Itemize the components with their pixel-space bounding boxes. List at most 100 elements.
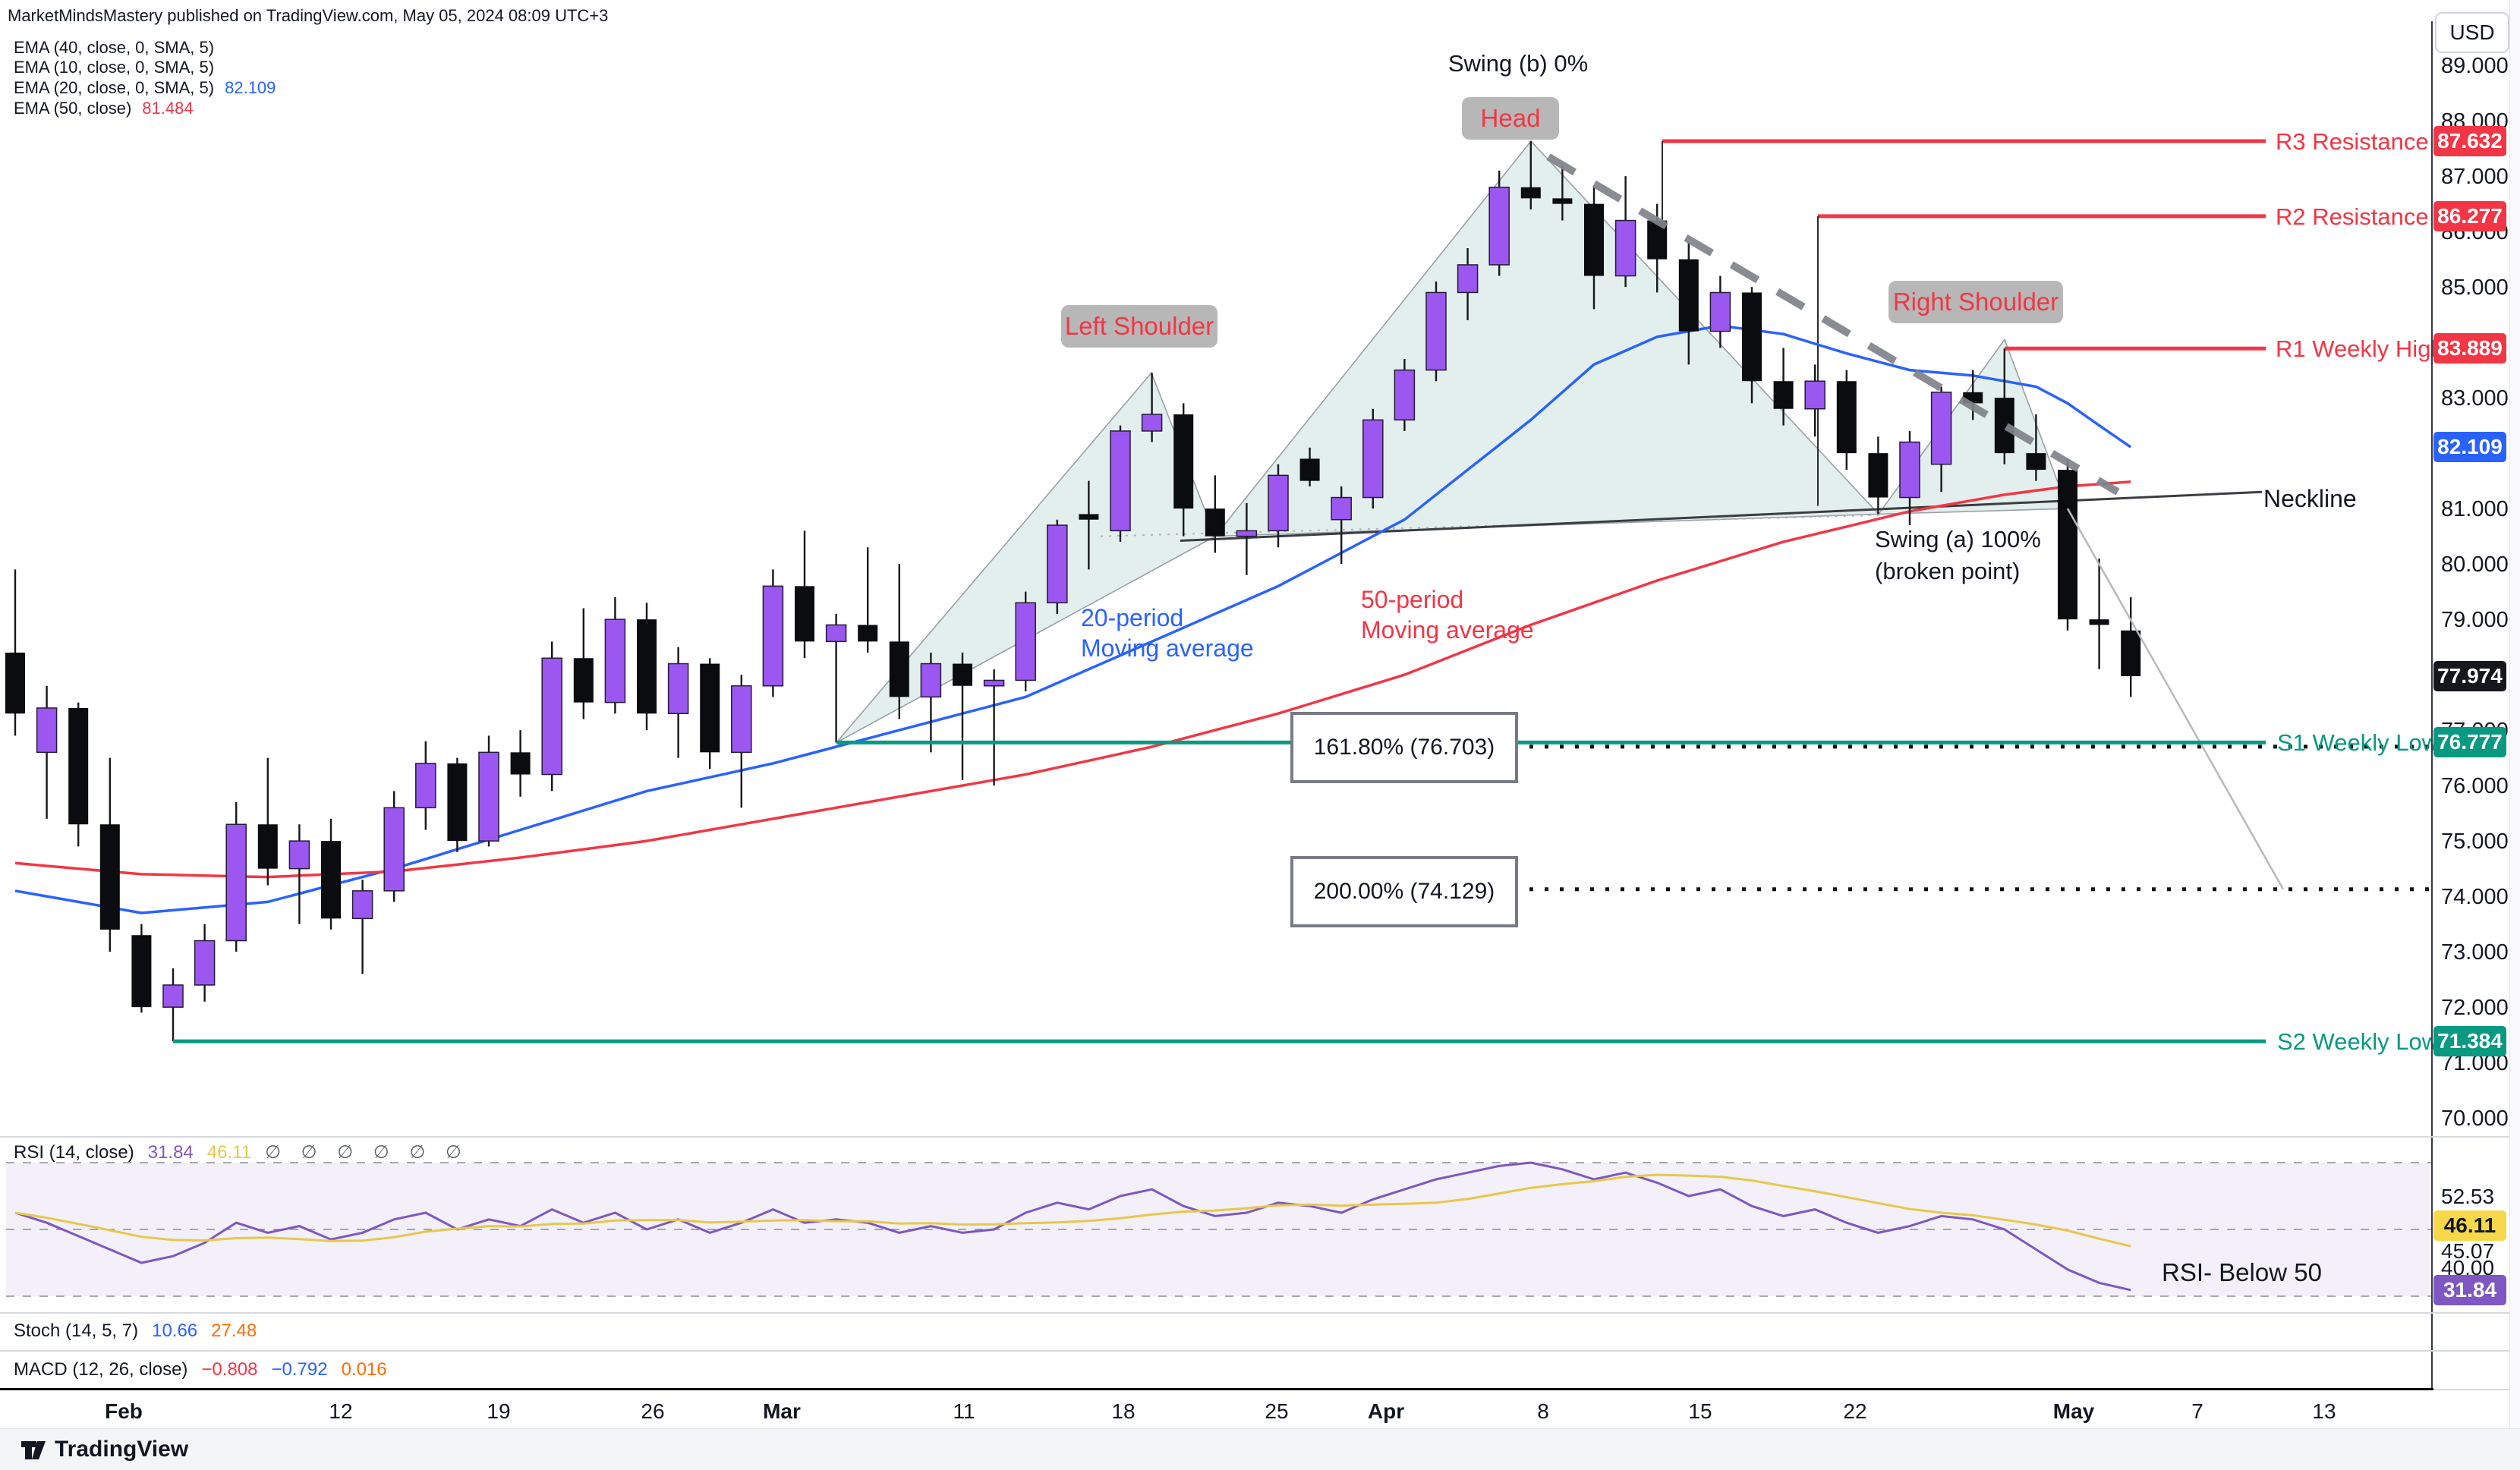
candle-body-bear: [1173, 414, 1194, 509]
candle-body-bear: [2121, 630, 2141, 677]
candle-body-bull: [1047, 524, 1068, 603]
rsi-empty-markers: ∅ ∅ ∅ ∅ ∅ ∅: [265, 1142, 469, 1163]
candle-body-bull: [1141, 414, 1163, 432]
macd-value3: 0.016: [341, 1359, 387, 1380]
right-scroll-strip[interactable]: [2509, 0, 2520, 1470]
candle-body-bull: [478, 751, 499, 842]
candle-body-bear: [2058, 470, 2077, 620]
candle-body-bull: [162, 984, 184, 1008]
s2-weekly-low-label: S2 Weekly Low: [2277, 1028, 2440, 1055]
right-shoulder-label[interactable]: Right Shoulder: [1888, 281, 2063, 323]
ma50-note-line2: Moving average: [1361, 616, 1534, 644]
ema20-line: [14, 324, 2132, 914]
candle-body-bull: [1110, 430, 1131, 532]
candle-body-bull: [225, 823, 247, 942]
candle-body-bull: [1930, 392, 1952, 465]
fib-161-box[interactable]: 161.80% (76.703): [1290, 712, 1518, 783]
ema50-line: [14, 480, 2131, 879]
candle-body-bear: [131, 935, 152, 1008]
candle-body-bull: [383, 807, 405, 892]
neckline-label: Neckline: [2263, 485, 2357, 512]
candle-body-bull: [1331, 496, 1352, 521]
macd-pane-legend[interactable]: MACD (12, 26, close) −0.808 −0.792 0.016: [14, 1359, 401, 1380]
stoch-d-value: 27.48: [211, 1320, 257, 1341]
candle-body-bear: [68, 707, 89, 825]
rsi-pane-legend[interactable]: RSI (14, close) 31.84 46.11 ∅ ∅ ∅ ∅ ∅ ∅: [14, 1141, 483, 1163]
stoch-label: Stoch (14, 5, 7): [14, 1320, 139, 1341]
candle-body-bull: [667, 663, 689, 714]
rsi-ma-line: [14, 1173, 2131, 1248]
r3-resistance-label: R3 Resistance: [2276, 128, 2429, 155]
legend-row-ema10[interactable]: EMA (10, close, 0, SMA, 5): [14, 58, 225, 77]
currency-selector[interactable]: USD: [2435, 12, 2509, 53]
price-axis-border[interactable]: [2431, 21, 2433, 1389]
candle-body-bull: [1709, 291, 1731, 332]
candle-body-bear: [700, 663, 720, 753]
head-label[interactable]: Head: [1462, 97, 1559, 140]
candle-body-bear: [637, 619, 657, 714]
candle-body-bull: [194, 940, 216, 986]
candle-body-bear: [858, 625, 878, 642]
neckline: [1180, 490, 2263, 542]
candle-body-bull: [351, 890, 373, 920]
candle-body-bull: [1488, 186, 1510, 266]
legend-label: EMA (20, close, 0, SMA, 5): [14, 78, 215, 97]
candle-body-bull: [541, 657, 562, 776]
candle-body-bear: [1773, 381, 1794, 409]
candle-body-bear: [1868, 453, 1888, 498]
candle-body-bull: [1362, 419, 1384, 499]
tradingview-logo-text: TradingView: [55, 1437, 189, 1462]
candle-body-bear: [1520, 187, 1541, 199]
r2-resistance-label: R2 Resistance: [2276, 203, 2429, 230]
candle-body-bull: [1015, 602, 1036, 681]
r1-weekly-high-label: R1 Weekly High: [2276, 335, 2444, 362]
fib-200-box[interactable]: 200.00% (74.129): [1290, 856, 1518, 927]
legend-row-ema50[interactable]: EMA (50, close) 81.484: [14, 99, 194, 118]
rsi-line: [14, 1161, 2131, 1292]
left-shoulder-label[interactable]: Left Shoulder: [1061, 305, 1217, 348]
candle-body-bull: [762, 585, 784, 687]
candle-body-bull: [1899, 441, 1920, 499]
legend-value: 82.109: [225, 78, 276, 97]
candle-body-bear: [257, 824, 278, 869]
legend-row-ema40[interactable]: EMA (40, close, 0, SMA, 5): [14, 38, 225, 58]
candle-body-bear: [447, 763, 468, 842]
rsi-label: RSI (14, close): [14, 1142, 134, 1163]
rsi-below-50-note: RSI- Below 50: [2162, 1258, 2322, 1286]
candle-body-bull: [1457, 264, 1479, 294]
candle-body-bull: [415, 763, 436, 809]
price-projection-line: [2066, 508, 2285, 890]
publish-attribution: MarketMindsMastery published on TradingV…: [8, 6, 609, 25]
candle-body-bull: [1804, 380, 1825, 410]
candle-body-bear: [510, 752, 531, 775]
pane-separator[interactable]: [0, 1350, 2520, 1352]
candle-body-bull: [1268, 474, 1289, 532]
candle-body-bear: [2026, 453, 2046, 471]
ma20-note-line2: Moving average: [1081, 634, 1254, 662]
stoch-pane-legend[interactable]: Stoch (14, 5, 7) 10.66 27.48: [14, 1320, 270, 1342]
ma20-note-line1: 20-period: [1081, 604, 1184, 631]
legend-label: EMA (10, close, 0, SMA, 5): [14, 58, 215, 77]
tradingview-logo-icon: [21, 1441, 46, 1459]
s1-weekly-low-label: S1 Weekly Low: [2277, 729, 2440, 756]
candle-body-bear: [99, 824, 120, 930]
rsi-ma-value: 46.11: [206, 1142, 252, 1163]
candle-body-bull: [604, 619, 626, 704]
macd-label: MACD (12, 26, close): [14, 1359, 188, 1380]
candle-body-bull: [288, 840, 310, 870]
time-axis-border-right: [2433, 1389, 2520, 1390]
candle-body-bear: [2089, 619, 2109, 625]
pane-separator[interactable]: [0, 1312, 2520, 1314]
legend-row-ema20[interactable]: EMA (20, close, 0, SMA, 5) 82.109: [14, 78, 276, 98]
tradingview-logo[interactable]: TradingView: [20, 1436, 188, 1463]
candle-body-bear: [1584, 203, 1604, 276]
rsi-value: 31.84: [147, 1142, 194, 1163]
swing-a-label-line2: (broken point): [1875, 558, 2021, 584]
footer-bar: [0, 1428, 2520, 1470]
candle-body-bear: [889, 641, 909, 697]
candle-body-bear: [953, 663, 972, 686]
pane-separator[interactable]: [0, 1136, 2520, 1138]
candle-body-bear: [1552, 198, 1573, 204]
